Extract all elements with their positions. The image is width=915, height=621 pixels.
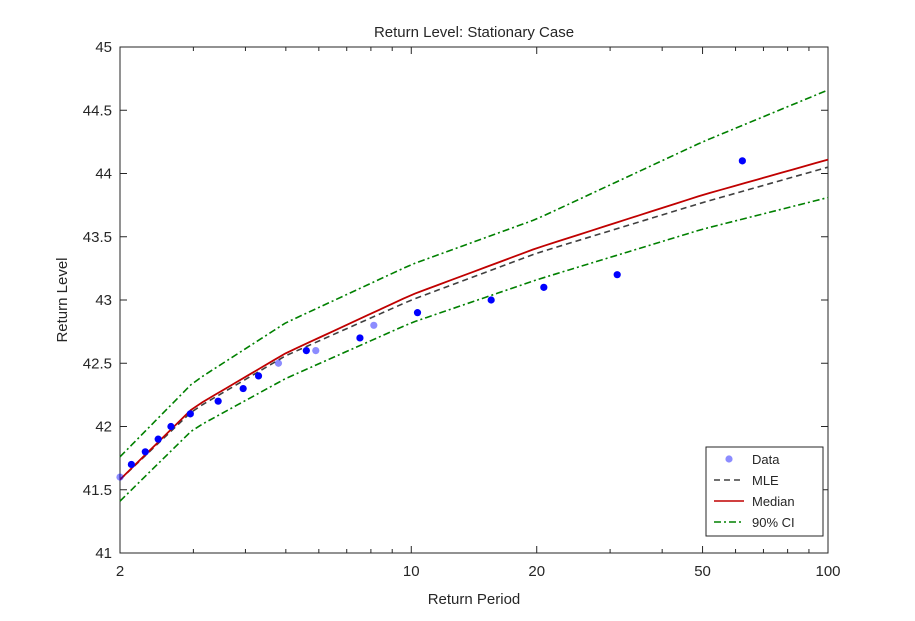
- data-point: [141, 448, 149, 456]
- legend: Data MLE Median 90% CI: [705, 446, 824, 537]
- y-tick-label: 43: [95, 292, 112, 309]
- y-tick-labels: 41 41.5 42 42.5 43 43.5 44 44.5 45: [83, 39, 112, 562]
- data-point: [312, 347, 320, 355]
- legend-label: 90% CI: [752, 515, 795, 530]
- series-line-90-ci: [119, 89, 829, 458]
- data-point: [127, 460, 135, 469]
- y-tick-label: 45: [95, 39, 112, 56]
- legend-box: [705, 446, 824, 537]
- data-point: [167, 422, 175, 431]
- x-tick-label: 50: [694, 563, 711, 580]
- legend-label: Data: [752, 452, 780, 467]
- x-axis-label: Return Period: [428, 591, 521, 608]
- series-line-mle: [119, 166, 829, 481]
- data-point: [186, 410, 194, 418]
- y-tick-label: 41: [95, 545, 112, 562]
- series-line-median: [119, 158, 829, 481]
- data-point: [154, 435, 162, 443]
- y-tick-label: 44: [95, 166, 112, 183]
- series-layer: [116, 89, 829, 502]
- data-point: [214, 397, 222, 405]
- legend-marker-data: [725, 455, 733, 463]
- data-point: [487, 296, 495, 304]
- y-tick-label: 42: [95, 419, 112, 436]
- data-point: [274, 359, 283, 367]
- y-tick-label: 42.5: [83, 355, 112, 372]
- y-tick-label: 43.5: [83, 229, 112, 246]
- data-point: [613, 271, 621, 279]
- data-point: [540, 283, 548, 291]
- data-point: [254, 372, 263, 380]
- y-tick-label: 44.5: [83, 102, 112, 119]
- x-tick-label: 10: [403, 563, 420, 580]
- data-point: [738, 157, 746, 165]
- data-point: [239, 384, 247, 393]
- y-tick-label: 41.5: [83, 482, 112, 499]
- series-line-ci-lower: [119, 196, 829, 502]
- legend-label: Median: [752, 494, 795, 509]
- data-point: [370, 321, 378, 329]
- data-point: [116, 473, 124, 481]
- data-point: [302, 347, 310, 355]
- chart-title: Return Level: Stationary Case: [374, 24, 574, 41]
- data-point: [413, 309, 422, 317]
- y-axis-label: Return Level: [54, 257, 71, 342]
- x-tick-label: 20: [528, 563, 545, 580]
- legend-label: MLE: [752, 473, 779, 488]
- x-tick-label: 100: [815, 563, 840, 580]
- axis-ticks: [119, 46, 829, 554]
- x-tick-labels: 2 10 20 50 100: [116, 563, 841, 580]
- data-point: [356, 334, 364, 342]
- x-tick-label: 2: [116, 563, 124, 580]
